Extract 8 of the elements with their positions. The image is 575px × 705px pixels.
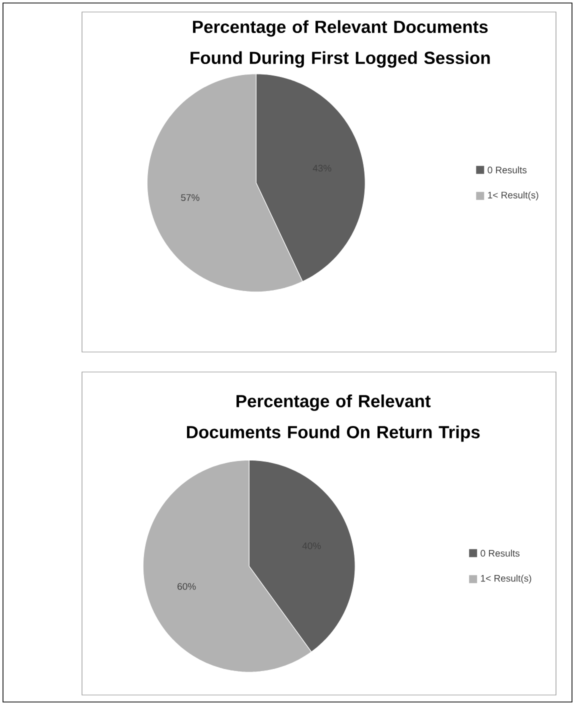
legend-label: 0 Results: [488, 166, 527, 174]
legend-label: 1< Result(s): [488, 191, 538, 200]
data-label: 60%: [178, 583, 196, 590]
data-label: 57%: [181, 194, 200, 201]
chart-title: Percentage of Relevant Documents Found On Return Trips: [186, 394, 480, 442]
legend-label: 1< Result(s): [481, 574, 532, 584]
chart-title: Percentage of Relevant Documents Found During First Logged Session: [190, 20, 490, 68]
legend-label: 0 Results: [480, 550, 520, 557]
